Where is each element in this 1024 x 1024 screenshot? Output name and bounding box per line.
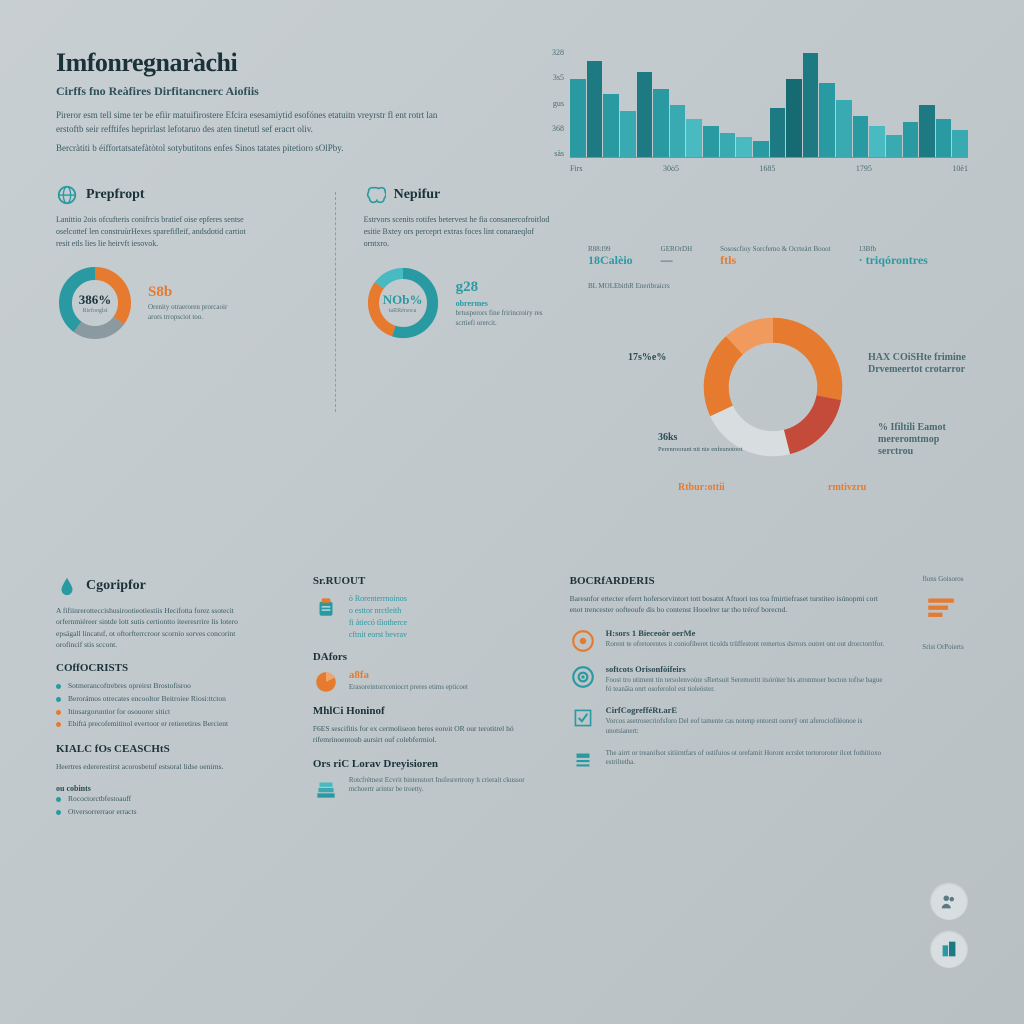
header: Imfonregnaràchi Cirffs fno Reàfires Dirf… [56, 48, 476, 156]
lower-col-3: BOCRfARDERIS Baresnfor ertecter eferrt h… [570, 575, 890, 819]
section-title: DAfors [313, 651, 542, 663]
column-nepifur: Nepifur Estrvors scenits rotifes beterve… [364, 184, 615, 412]
section-title: Ors riC Lorav Dreyisioren [313, 758, 542, 770]
lower-col-1: Cgoripfor A fifiinrerotteccishusirootieo… [56, 575, 285, 819]
donut-legend: R88:l9918CalèioGEROrDH—Sososcfioy Sorcfe… [588, 245, 968, 290]
donut-chart-1: 386% Riefooglst [56, 264, 134, 342]
bullet-list: RococtorctbfestoauffOtversorrerraor erra… [56, 793, 285, 819]
section-body: Heertres edererestirst acorosbetuf estso… [56, 761, 285, 772]
section-title: MhlCi Honinof [313, 705, 542, 717]
bar-chart: 3283s5gus368sàs Firs30ȯ51685179510è1 [538, 48, 968, 198]
bullet-list: Sotmerancoftrebres opreirst Brostofisroo… [56, 680, 285, 731]
section-title: Sr.RUOUT [313, 575, 542, 587]
section-body: Estrvors scenits rotifes betervest he fi… [364, 214, 554, 250]
circle-icon-stack [930, 882, 968, 968]
section-body: A fifiinrerotteccishusirootieotiestiis H… [56, 605, 256, 650]
page-title: Imfonregnaràchi [56, 48, 476, 78]
bar-chart-x-axis: Firs30ȯ51685179510è1 [570, 164, 968, 173]
donut-value: 386% [79, 292, 112, 308]
section-title: BOCRfARDERIS [570, 575, 890, 587]
stat-sub: obrermes [456, 298, 546, 309]
page-subtitle: Cirffs fno Reàfires Dirfitancnerc Aiofii… [56, 84, 476, 99]
stat-value: a8fa [349, 669, 542, 681]
donut-label: taRRérsoca [389, 308, 417, 314]
donut-label: Riefooglst [83, 308, 108, 314]
icon-label: Srist OrPoierts [918, 643, 968, 651]
item-desc: Erasoreintorrceniocrt preres etims eptic… [349, 683, 542, 693]
section-body: F6ES sescifitis for ex cermoliseon heres… [313, 723, 542, 746]
stat-note: brtusperors fine fririncroiry res scrtie… [456, 309, 546, 329]
section-body: Lanittio 2ois ofcufteris conifrcis brati… [56, 214, 246, 250]
section-title: Prepfropt [86, 187, 145, 203]
intro-paragraph-1: Pireror esm tell sime ter be efiir matui… [56, 109, 456, 136]
section-title: Cgoripfor [86, 578, 146, 594]
drop-icon [56, 575, 78, 597]
item-desc: Rotcfrétnest Ecvrit bintenstort Insfesre… [349, 776, 542, 796]
pie-icon [313, 669, 339, 695]
stat-note: Orenity otraeroren prorcaoir arors trrop… [148, 303, 238, 323]
bar-chart-y-axis: 3283s5gus368sàs [538, 48, 564, 158]
jar-icon [313, 593, 339, 619]
big-donut-panel: R88:l9918CalèioGEROrDH—Sososcfioy Sorcfe… [588, 245, 968, 502]
icon-label: flons Goisoros [918, 575, 968, 583]
section-body: Baresnfor ertecter eferrt hofersorvintor… [570, 593, 890, 616]
bars-icon [924, 590, 958, 624]
stat-value: S8b [148, 282, 238, 303]
brain-icon [364, 184, 386, 206]
stack-icon [313, 776, 339, 802]
stat-value: g28 [456, 277, 546, 298]
lower-col-2: Sr.RUOUT ò Rorenterrnoinoso esttor nrctl… [313, 575, 542, 819]
donut-value: NOb% [383, 292, 423, 308]
people-circle-icon [930, 882, 968, 920]
donut-chart-2: NOb% taRRérsoca [364, 264, 442, 342]
section-title: Nepifur [394, 187, 441, 203]
building-circle-icon [930, 930, 968, 968]
globe-icon [56, 184, 78, 206]
sub-label: ou cobints [56, 784, 285, 793]
intro-paragraph-2: Bercràtiti b éiffortatsatefàtòtol sotybu… [56, 142, 456, 156]
lower-grid: Cgoripfor A fifiinrerotteccishusirootieo… [56, 575, 968, 819]
section-title: KIALC fOs CEASCHtS [56, 743, 285, 755]
divider [335, 192, 336, 412]
section-title: COffOCRISTS [56, 662, 285, 674]
column-prepfropt: Prepfropt Lanittio 2ois ofcufteris conif… [56, 184, 307, 412]
bar-chart-plot [570, 48, 968, 158]
